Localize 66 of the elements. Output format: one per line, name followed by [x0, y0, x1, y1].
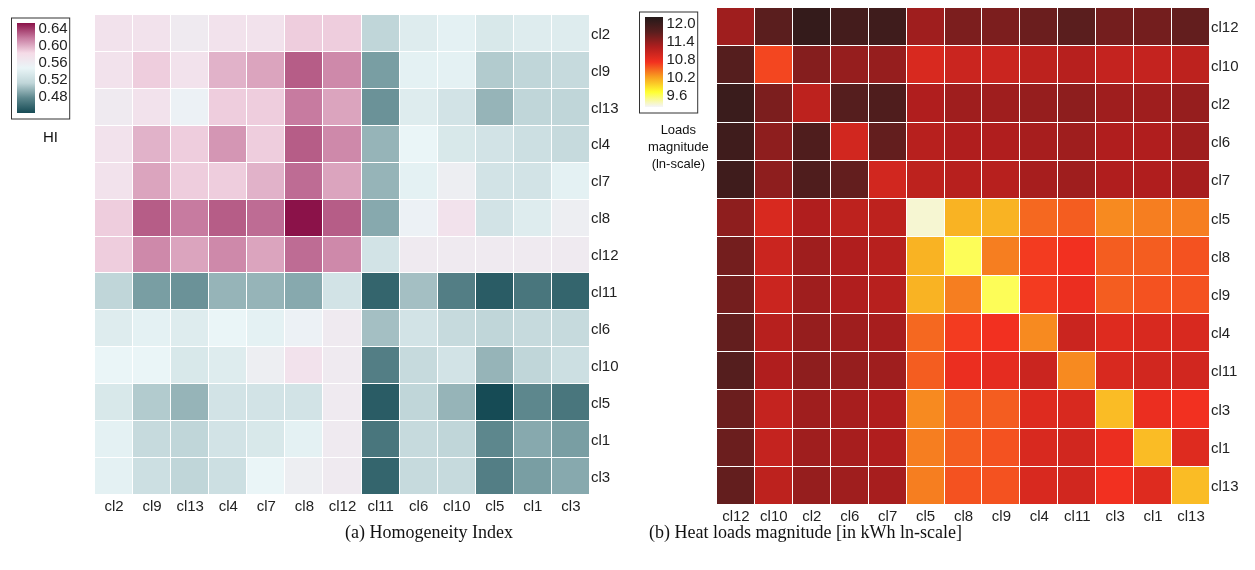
- y-tick-label: cl6: [591, 320, 611, 338]
- color-bar-label: 0.60: [38, 35, 68, 53]
- y-tick-label: cl11: [591, 283, 618, 301]
- color-bar-label: 0.48: [38, 87, 68, 105]
- y-tick-label: cl1: [591, 430, 611, 448]
- color-bar-label: 0.52: [38, 69, 68, 87]
- x-tick-label: cl5: [915, 507, 936, 524]
- y-tick-label: cl5: [1211, 209, 1231, 227]
- x-tick-label: cl8: [953, 507, 974, 524]
- y-tick-label: cl6: [1211, 133, 1231, 151]
- x-tick-label: cl4: [218, 497, 238, 514]
- y-tick-label: cl8: [591, 209, 611, 227]
- x-tick-label: cl3: [561, 497, 581, 514]
- y-tick-label: cl10: [1211, 56, 1239, 74]
- color-bar-title: Loads magnitude (ln-scale): [648, 122, 709, 171]
- color-bar-title: HI: [43, 128, 58, 145]
- x-tick-label: cl11: [367, 497, 394, 514]
- color-bar-label: 10.8: [666, 50, 696, 68]
- y-tick-label: cl5: [591, 393, 611, 411]
- y-tick-label: cl4: [591, 135, 611, 153]
- x-tick-label: cl11: [1064, 507, 1091, 524]
- color-bar-label: 12.0: [666, 14, 696, 32]
- y-tick-label: cl4: [1211, 324, 1231, 342]
- y-tick-label: cl13: [1211, 477, 1239, 495]
- x-tick-label: cl5: [485, 497, 505, 514]
- text: (a) Homogeneity Index: [345, 522, 513, 543]
- y-tick-label: cl1: [1211, 438, 1231, 456]
- x-tick-label: cl1: [1143, 507, 1163, 524]
- x-tick-label: cl13: [176, 497, 204, 514]
- color-bar-label: 0.64: [38, 18, 68, 36]
- x-tick-label: cl13: [1177, 507, 1205, 524]
- x-tick-label: cl4: [1029, 507, 1049, 524]
- y-tick-label: cl13: [591, 98, 619, 116]
- y-tick-label: cl12: [591, 246, 619, 264]
- color-bar-label: 9.6: [666, 86, 688, 104]
- y-tick-label: cl3: [591, 467, 611, 485]
- x-tick-label: cl10: [760, 507, 788, 524]
- y-tick-label: cl11: [1211, 362, 1238, 380]
- y-tick-label: cl10: [591, 357, 619, 375]
- x-tick-label: cl6: [409, 497, 429, 514]
- x-tick-label: cl12: [722, 507, 750, 524]
- x-tick-label: cl9: [142, 497, 162, 514]
- x-tick-label: cl1: [523, 497, 543, 514]
- y-tick-label: cl2: [591, 24, 611, 42]
- y-tick-label: cl7: [1211, 171, 1231, 189]
- x-tick-label: cl7: [878, 507, 898, 524]
- y-tick-label: cl9: [591, 61, 611, 79]
- y-tick-label: cl9: [1211, 285, 1231, 303]
- x-tick-label: cl2: [802, 507, 822, 524]
- y-tick-label: cl12: [1211, 18, 1239, 36]
- x-tick-label: cl12: [328, 497, 357, 514]
- x-tick-label: cl9: [991, 507, 1012, 524]
- y-tick-label: cl3: [1211, 400, 1231, 418]
- x-tick-label: cl2: [104, 497, 124, 514]
- y-tick-label: cl2: [1211, 94, 1231, 112]
- y-tick-label: cl8: [1211, 247, 1231, 265]
- x-tick-label: cl10: [442, 497, 471, 514]
- x-tick-label: cl7: [256, 497, 276, 514]
- y-tick-label: cl7: [591, 172, 611, 190]
- x-tick-label: cl8: [294, 497, 315, 514]
- x-tick-label: cl3: [1105, 507, 1125, 524]
- text: (b) Heat loads magnitude [in kWh ln-scale]: [649, 522, 962, 543]
- color-bar-label: 0.56: [38, 52, 68, 70]
- color-bar-label: 11.4: [666, 32, 695, 50]
- color-bar-label: 10.2: [666, 68, 696, 86]
- x-tick-label: cl6: [840, 507, 860, 524]
